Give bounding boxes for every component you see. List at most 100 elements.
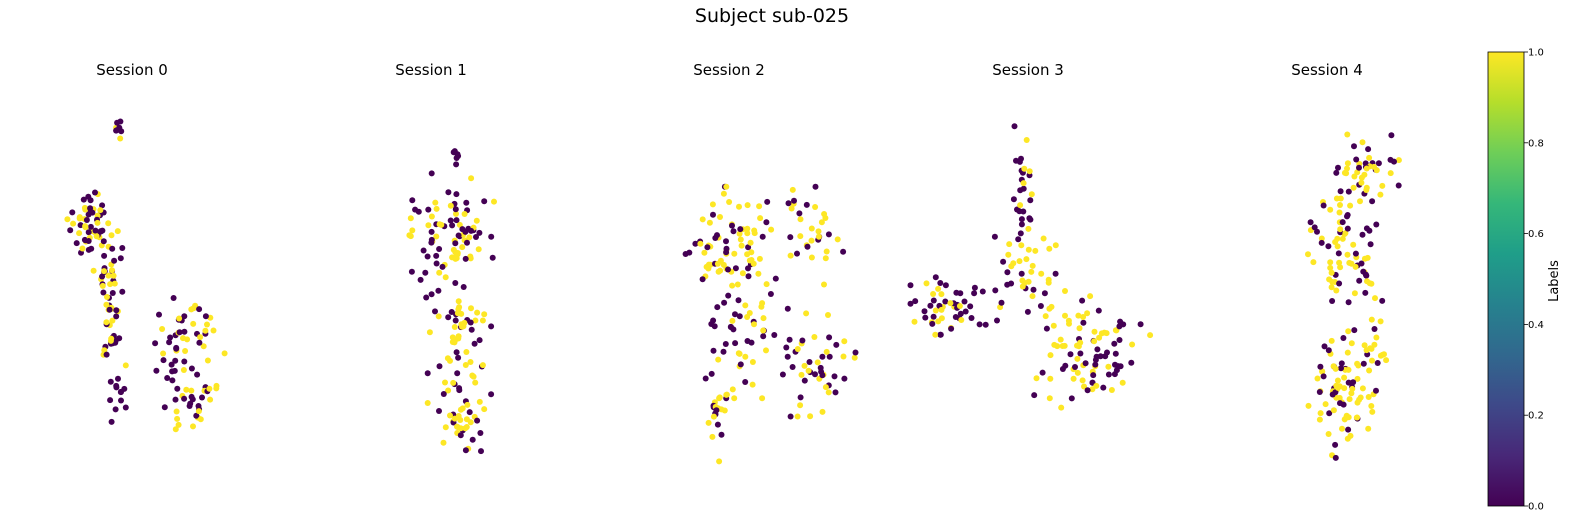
scatter-point-session-3-29: [1052, 242, 1059, 249]
scatter-point-session-0-159: [156, 311, 162, 318]
scatter-point-session-2-47: [734, 281, 741, 288]
scatter-point-session-1-108: [463, 349, 470, 355]
scatter-point-session-2-92: [794, 250, 800, 257]
scatter-point-session-2-153: [722, 341, 729, 347]
scatter-point-session-3-46: [1015, 236, 1022, 243]
scatter-point-session-3-57: [1008, 263, 1015, 270]
scatter-point-session-0-42: [76, 215, 83, 222]
scatter-point-session-0-61: [82, 224, 89, 231]
scatter-point-session-1-21: [479, 317, 486, 324]
scatter-point-session-1-107: [454, 370, 461, 377]
scatter-point-session-3-180: [1051, 341, 1058, 348]
scatter-point-session-2-202: [831, 373, 838, 380]
scatter-point-session-1-172: [440, 391, 447, 397]
scatter-point-session-4-115: [1351, 290, 1358, 297]
scatter-point-session-4-151: [1338, 365, 1344, 372]
scatter-point-session-0-127: [122, 404, 129, 411]
scatter-point-session-1-184: [481, 406, 488, 413]
scatter-point-session-4-72: [1348, 260, 1355, 267]
scatter-point-session-4-6: [1366, 154, 1373, 161]
scatter-point-session-2-160: [715, 356, 722, 363]
scatter-point-session-2-197: [797, 394, 804, 401]
scatter-point-session-2-96: [834, 236, 841, 243]
scatter-point-session-3-80: [982, 321, 989, 328]
scatter-point-session-4-95: [1327, 259, 1334, 266]
scatter-point-session-2-101: [804, 243, 811, 250]
scatter-point-session-0-20: [108, 232, 115, 239]
scatter-point-session-1-178: [440, 439, 447, 446]
scatter-point-session-1-53: [481, 311, 488, 318]
scatter-point-session-0-120: [113, 313, 120, 320]
scatter-point-session-3-74: [930, 313, 937, 320]
scatter-point-session-4-88: [1344, 225, 1351, 232]
scatter-point-session-2-79: [746, 257, 753, 264]
scatter-point-session-3-26: [1016, 158, 1023, 165]
scatter-point-session-4-197: [1325, 347, 1332, 354]
scatter-point-session-2-203: [787, 413, 794, 420]
scatter-point-session-3-200: [1075, 312, 1082, 319]
scatter-point-session-4-142: [1314, 375, 1321, 382]
scatter-point-session-1-95: [464, 239, 470, 246]
scatter-point-session-2-216: [783, 344, 790, 351]
scatter-point-session-4-61: [1329, 298, 1336, 304]
scatter-point-session-4-33: [1358, 174, 1365, 181]
scatter-point-session-0-10: [99, 202, 106, 209]
scatter-point-session-2-26: [730, 228, 737, 235]
scatter-point-session-4-43: [1350, 184, 1357, 191]
scatter-point-session-3-197: [1082, 360, 1089, 367]
scatter-point-session-2-166: [714, 421, 721, 428]
scatter-point-session-4-10: [1375, 160, 1382, 167]
scatter-point-session-4-195: [1321, 343, 1328, 350]
scatter-point-session-1-165: [462, 447, 469, 454]
scatter-point-session-3-207: [1031, 392, 1038, 399]
scatter-point-session-2-186: [825, 389, 832, 396]
scatter-point-session-3-198: [1084, 387, 1091, 394]
scatter-point-session-1-116: [467, 319, 474, 326]
scatter-point-session-3-91: [911, 318, 918, 325]
scatter-point-session-4-25: [1357, 198, 1363, 205]
scatter-point-session-0-34: [69, 209, 76, 216]
scatter-point-session-1-98: [459, 226, 466, 233]
scatter-point-session-4-42: [1363, 165, 1370, 172]
scatter-point-session-2-169: [723, 391, 730, 398]
scatter-point-session-4-121: [1322, 401, 1329, 408]
scatter-point-session-0-128: [122, 362, 129, 369]
scatter-point-session-3-35: [1052, 270, 1059, 277]
scatter-point-session-1-17: [475, 246, 482, 253]
scatter-point-session-0-206: [190, 423, 196, 430]
scatter-point-session-2-116: [749, 381, 756, 388]
scatter-point-session-2-120: [725, 292, 732, 299]
scatter-point-session-0-141: [181, 358, 188, 365]
scatter-point-session-0-179: [174, 415, 181, 422]
scatter-point-session-3-66: [967, 303, 974, 310]
scatter-point-session-2-140: [737, 361, 744, 368]
scatter-point-session-3-85: [907, 300, 914, 307]
scatter-point-session-1-124: [444, 355, 451, 362]
scatter-point-session-2-146: [763, 281, 770, 288]
scatter-point-session-4-103: [1345, 299, 1352, 306]
scatter-point-session-1-60: [408, 268, 415, 275]
panel-session-3: Session 3: [907, 61, 1154, 411]
scatter-point-session-4-13: [1379, 182, 1386, 189]
scatter-point-session-2-121: [758, 303, 765, 310]
scatter-point-session-1-81: [476, 229, 483, 236]
scatter-point-session-2-88: [818, 219, 825, 226]
scatter-point-session-2-220: [805, 367, 812, 374]
scatter-point-session-2-61: [723, 249, 730, 256]
scatter-point-session-2-206: [807, 413, 814, 420]
scatter-point-session-1-84: [423, 294, 430, 301]
scatter-point-session-0-12: [64, 216, 71, 223]
scatter-point-session-1-175: [454, 424, 461, 431]
scatter-point-session-4-73: [1310, 259, 1317, 266]
scatter-point-session-0-173: [196, 306, 203, 313]
scatter-point-session-0-44: [87, 223, 94, 230]
scatter-point-session-3-13: [1026, 168, 1033, 175]
scatter-point-session-3-172: [1094, 346, 1101, 353]
scatter-point-session-3-54: [1000, 258, 1007, 265]
scatter-point-session-3-52: [1008, 280, 1015, 287]
scatter-point-session-3-78: [932, 274, 939, 281]
scatter-point-session-3-56: [1045, 279, 1052, 286]
scatter-point-session-0-85: [109, 267, 115, 274]
panel-session-2: Session 2: [682, 61, 859, 465]
scatter-point-session-4-11: [1344, 160, 1351, 167]
